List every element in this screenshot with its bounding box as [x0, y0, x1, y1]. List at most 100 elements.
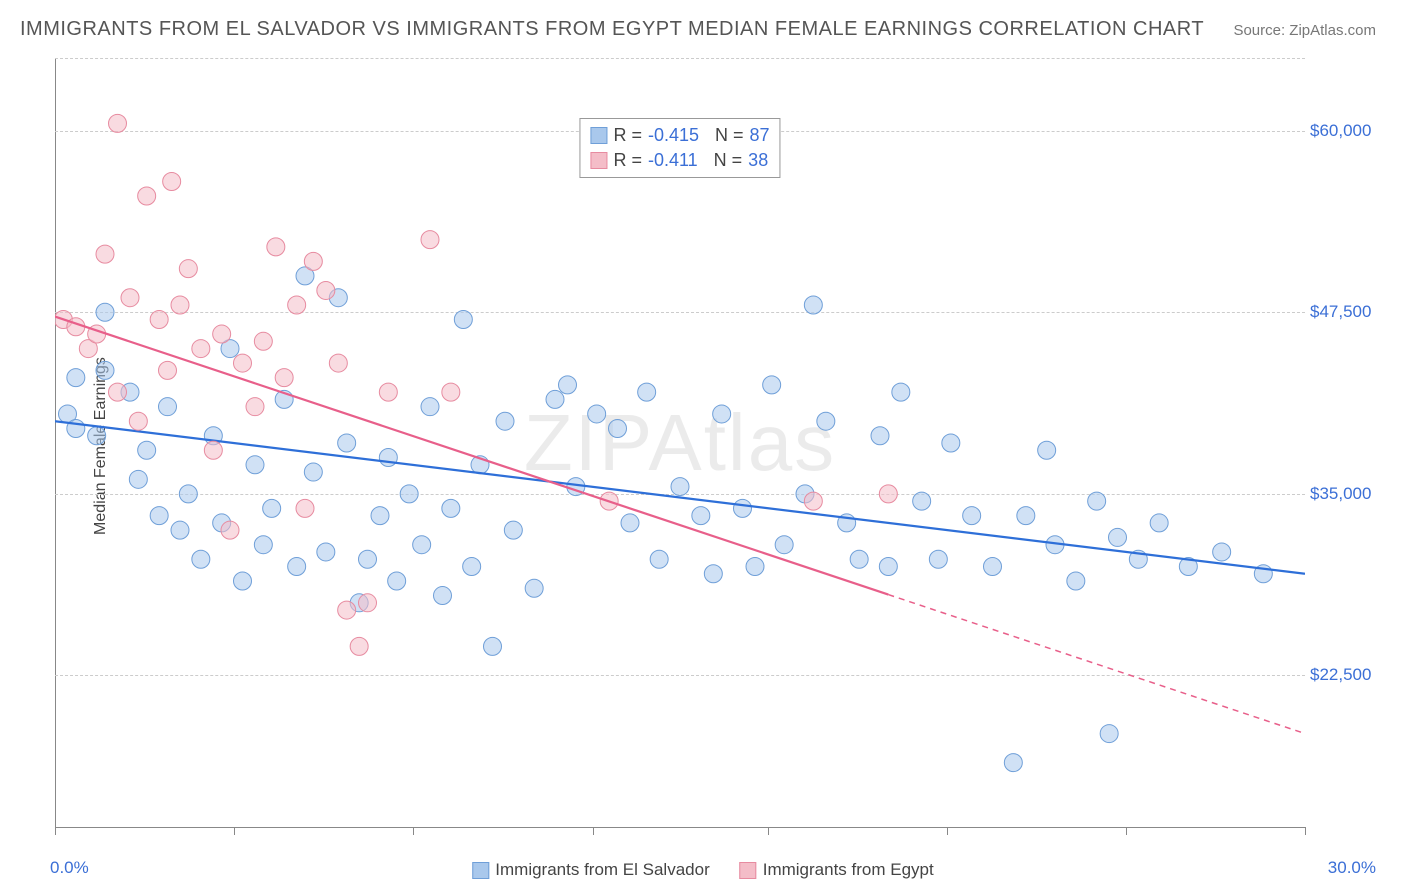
data-point: [304, 463, 322, 481]
data-point: [204, 441, 222, 459]
data-point: [338, 601, 356, 619]
chart-title: IMMIGRANTS FROM EL SALVADOR VS IMMIGRANT…: [20, 18, 1204, 41]
data-point: [621, 514, 639, 532]
data-point: [67, 369, 85, 387]
data-point: [159, 398, 177, 416]
data-point: [138, 187, 156, 205]
data-point: [379, 449, 397, 467]
data-point: [221, 521, 239, 539]
data-point: [96, 303, 114, 321]
data-point: [263, 499, 281, 517]
data-point: [879, 485, 897, 503]
data-point: [1038, 441, 1056, 459]
data-point: [109, 114, 127, 132]
data-point: [871, 427, 889, 445]
data-point: [454, 311, 472, 329]
data-point: [359, 550, 377, 568]
data-point: [1213, 543, 1231, 561]
legend-r-label: R =: [613, 150, 642, 171]
data-point: [1150, 514, 1168, 532]
data-point: [359, 594, 377, 612]
data-point: [879, 557, 897, 575]
data-point: [150, 507, 168, 525]
data-point: [1067, 572, 1085, 590]
data-point: [317, 543, 335, 561]
x-tick: [768, 827, 769, 835]
legend-r-value: -0.411: [648, 150, 698, 171]
data-point: [246, 398, 264, 416]
data-point: [254, 332, 272, 350]
data-point: [246, 456, 264, 474]
data-point: [96, 245, 114, 263]
legend-item: Immigrants from Egypt: [740, 860, 934, 880]
data-point: [192, 340, 210, 358]
data-point: [588, 405, 606, 423]
data-point: [388, 572, 406, 590]
data-point: [1004, 754, 1022, 772]
plot-area: $22,500$35,000$47,500$60,000 ZIPAtlas R …: [55, 58, 1305, 828]
data-point: [463, 557, 481, 575]
x-axis-min-label: 0.0%: [50, 858, 89, 878]
data-point: [504, 521, 522, 539]
correlation-legend: R =-0.415N =87R =-0.411N =38: [579, 118, 780, 178]
data-point: [650, 550, 668, 568]
data-point: [804, 492, 822, 510]
data-point: [234, 572, 252, 590]
data-point: [817, 412, 835, 430]
data-point: [159, 361, 177, 379]
data-point: [892, 383, 910, 401]
legend-n-value: 87: [750, 125, 770, 146]
x-tick: [947, 827, 948, 835]
data-point: [546, 390, 564, 408]
x-tick: [1305, 827, 1306, 835]
data-point: [704, 565, 722, 583]
data-point: [984, 557, 1002, 575]
data-point: [296, 499, 314, 517]
data-point: [179, 485, 197, 503]
trend-line-extrapolated: [888, 595, 1305, 734]
data-point: [484, 637, 502, 655]
trend-line: [55, 421, 1305, 574]
legend-swatch: [740, 862, 757, 879]
data-point: [413, 536, 431, 554]
legend-swatch: [590, 152, 607, 169]
series-legend: Immigrants from El Salvador Immigrants fr…: [472, 860, 933, 880]
data-point: [109, 383, 127, 401]
legend-n-label: N =: [714, 150, 743, 171]
y-tick-label: $22,500: [1310, 665, 1380, 685]
data-point: [129, 412, 147, 430]
legend-r-value: -0.415: [648, 125, 699, 146]
data-point: [275, 369, 293, 387]
data-point: [288, 557, 306, 575]
legend-swatch: [472, 862, 489, 879]
data-point: [929, 550, 947, 568]
data-point: [171, 296, 189, 314]
legend-swatch: [590, 127, 607, 144]
data-point: [338, 434, 356, 452]
data-point: [421, 398, 439, 416]
legend-item: Immigrants from El Salvador: [472, 860, 709, 880]
data-point: [192, 550, 210, 568]
data-point: [1100, 725, 1118, 743]
data-point: [1109, 528, 1127, 546]
data-point: [775, 536, 793, 554]
data-point: [442, 499, 460, 517]
data-point: [746, 557, 764, 575]
data-point: [350, 637, 368, 655]
data-point: [304, 252, 322, 270]
data-point: [713, 405, 731, 423]
y-tick-label: $60,000: [1310, 121, 1380, 141]
data-point: [804, 296, 822, 314]
data-point: [734, 499, 752, 517]
x-tick: [234, 827, 235, 835]
data-point: [88, 427, 106, 445]
legend-label: Immigrants from Egypt: [763, 860, 934, 879]
data-point: [379, 383, 397, 401]
legend-n-label: N =: [715, 125, 744, 146]
legend-r-label: R =: [613, 125, 642, 146]
x-tick: [413, 827, 414, 835]
x-tick: [55, 827, 56, 835]
correlation-legend-row: R =-0.411N =38: [590, 148, 769, 173]
data-point: [213, 325, 231, 343]
y-tick-label: $47,500: [1310, 302, 1380, 322]
